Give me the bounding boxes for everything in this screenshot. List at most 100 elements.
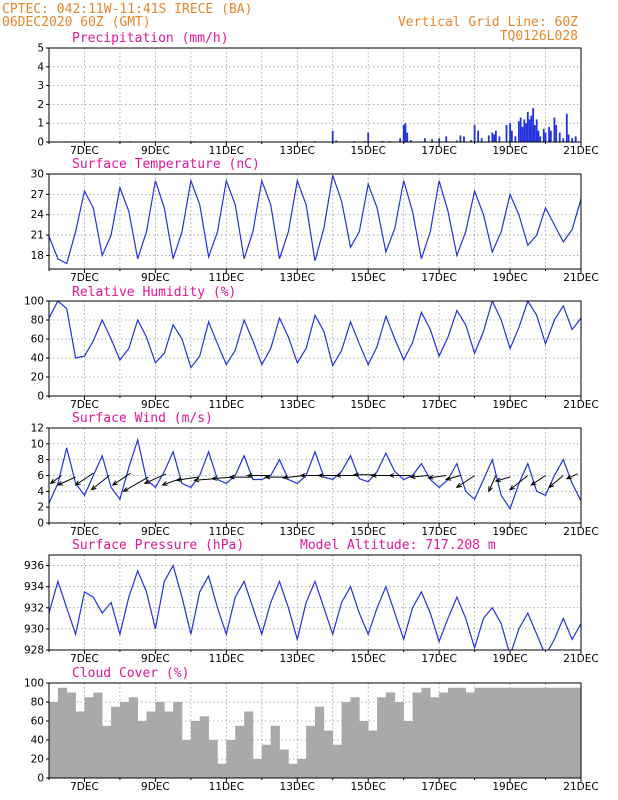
x-tick-label: 19DEC: [492, 272, 527, 284]
cloud-bar: [199, 716, 209, 778]
cloud-bar: [518, 687, 529, 778]
panel-title: Surface Pressure (hPa): [72, 538, 244, 553]
cloud-bar: [111, 706, 121, 778]
precip-bar: [367, 132, 370, 142]
wind-arrow-head: [143, 479, 150, 484]
y-tick-label: 2: [37, 502, 44, 514]
precip-bar: [477, 130, 480, 142]
x-tick-label: 17DEC: [421, 145, 456, 157]
x-tick-label: 15DEC: [350, 653, 385, 665]
cloud-bar: [306, 725, 316, 778]
precip-bar: [399, 138, 402, 142]
precip-bar: [558, 132, 561, 142]
cloud-bar: [385, 692, 396, 778]
precipitation-panel: Precipitation (mm/h) 0 1 2 3 4 5 7DEC 9DEC 11DEC 1…: [37, 31, 598, 157]
cloud-bar: [359, 721, 369, 778]
wind-arrow: [566, 473, 578, 480]
header-grid-note: Vertical Grid Line: 60Z: [398, 15, 578, 30]
wind-arrow-head: [56, 480, 63, 486]
y-tick-label: 932: [24, 602, 44, 614]
y-tick-label: 8: [37, 454, 44, 466]
y-tick-label: 934: [24, 581, 44, 593]
panel-frame: [48, 427, 582, 524]
cloud-bar: [252, 759, 263, 778]
y-tick-label: 20: [31, 372, 44, 384]
cloud-bar: [421, 687, 431, 778]
precip-bar: [402, 125, 405, 142]
x-tick-label: 19DEC: [492, 145, 527, 157]
cloud-bar: [146, 711, 156, 778]
precip-bar: [510, 130, 513, 142]
y-tick-label: 100: [24, 678, 44, 690]
cloud-bar: [217, 763, 227, 778]
y-tick-label: 6: [37, 470, 44, 482]
wind-arrow-head: [193, 477, 200, 483]
cloud-bar: [341, 702, 351, 778]
y-tick-label: 5: [37, 43, 44, 55]
precip-bar: [493, 134, 496, 142]
x-tick-label: 17DEC: [421, 399, 456, 411]
x-tick-label: 19DEC: [492, 653, 527, 665]
precip-bar: [473, 125, 476, 142]
wind-arrow-head: [246, 473, 253, 478]
wind-arrow-head: [488, 486, 493, 493]
cloud-bar: [297, 759, 307, 778]
precip-bar: [514, 136, 517, 142]
x-tick-label: 9DEC: [141, 526, 170, 538]
cloud-bar: [279, 749, 289, 778]
precip-bar: [535, 119, 538, 142]
precip-bar: [459, 135, 462, 142]
y-tick-label: 0: [37, 518, 44, 530]
x-tick-label: 13DEC: [280, 653, 315, 665]
cloud-bar: [536, 687, 546, 778]
wind-arrow-head: [565, 474, 572, 480]
panel-title: Cloud Cover (%): [72, 666, 189, 681]
x-tick-label: 7DEC: [70, 653, 99, 665]
wind-arrow-head: [122, 487, 129, 492]
cloud-bar: [84, 697, 94, 778]
precip-bar: [548, 126, 550, 142]
wind-arrow: [112, 472, 131, 486]
wind-arrow-head: [299, 473, 306, 478]
y-tick-label: 100: [24, 296, 44, 308]
header: CPTEC: 042:11W-11:41S IRECE (BA) 06DEC20…: [2, 2, 578, 44]
wind-arrow-head: [228, 474, 235, 480]
wind-arrow: [57, 476, 76, 486]
wind-arrow: [91, 475, 110, 491]
y-tick-label: 18: [31, 250, 44, 262]
header-run-code: TQ0126L028: [500, 29, 578, 44]
wind-arrow-head: [317, 473, 324, 478]
cloud-bar: [394, 702, 404, 778]
x-tick-label: 19DEC: [492, 781, 527, 793]
cloud-bar: [244, 711, 254, 778]
y-tick-label: 27: [31, 189, 44, 201]
panel-frame: [48, 47, 582, 143]
x-tick-label: 19DEC: [492, 399, 527, 411]
x-tick-label: 21DEC: [563, 272, 598, 284]
x-tick-label: 7DEC: [70, 526, 99, 538]
wind-arrow: [176, 476, 199, 481]
rh-series-line: [49, 301, 581, 369]
wind-arrow-head: [49, 478, 56, 485]
precip-bar: [509, 123, 511, 142]
y-tick-label: 928: [24, 645, 44, 657]
x-tick-label: 21DEC: [563, 399, 598, 411]
cloud-bar: [403, 721, 413, 778]
precip-bar: [335, 140, 338, 142]
x-tick-label: 15DEC: [350, 272, 385, 284]
cloud-bar: [501, 687, 511, 778]
x-tick-label: 11DEC: [209, 526, 244, 538]
cloud-bar: [474, 687, 484, 778]
x-tick-label: 21DEC: [563, 526, 598, 538]
cloud-bar: [527, 687, 537, 778]
wind-arrow: [488, 475, 497, 492]
x-tick-label: 11DEC: [209, 653, 244, 665]
x-tick-label: 17DEC: [421, 653, 456, 665]
cloud-bar: [173, 702, 183, 778]
precip-bar: [438, 138, 441, 142]
precip-bar: [549, 130, 552, 142]
precip-bar: [533, 125, 536, 142]
x-tick-label: 9DEC: [141, 272, 170, 284]
cloud-bar: [261, 744, 271, 778]
